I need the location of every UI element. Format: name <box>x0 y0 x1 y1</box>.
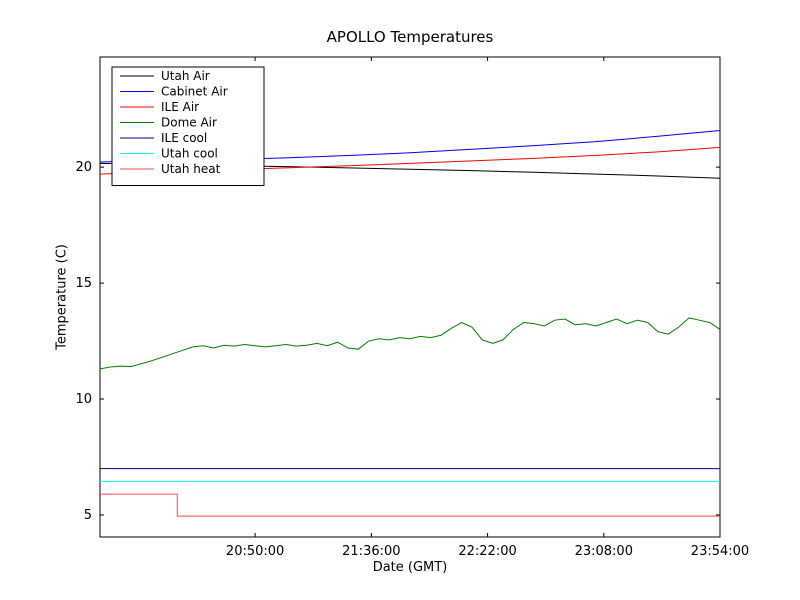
y-tick-label: 5 <box>84 508 92 523</box>
legend-label-ile-cool: ILE cool <box>161 131 207 145</box>
y-tick-label: 15 <box>75 276 92 291</box>
x-tick-label: 23:08:00 <box>575 544 633 559</box>
legend-label-cabinet-air: Cabinet Air <box>161 85 228 99</box>
y-axis-label: Temperature (C) <box>54 244 70 350</box>
chart-title: APOLLO Temperatures <box>326 28 494 46</box>
legend-label-utah-cool: Utah cool <box>161 147 218 161</box>
legend-label-utah-heat: Utah heat <box>161 162 221 176</box>
legend-label-ile-air: ILE Air <box>161 100 199 114</box>
x-tick-label: 20:50:00 <box>226 544 284 559</box>
plot-line-utah-heat <box>100 493 720 517</box>
legend-box <box>111 66 265 186</box>
x-tick-label: 23:54:00 <box>691 544 749 559</box>
x-tick-label: 21:36:00 <box>342 544 400 559</box>
x-tick-label: 22:22:00 <box>458 544 516 559</box>
axes-frame <box>99 56 721 538</box>
y-tick-label: 20 <box>75 160 92 175</box>
y-tick-label: 10 <box>75 392 92 407</box>
legend-label-dome-air: Dome Air <box>161 116 217 130</box>
x-axis-label: Date (GMT) <box>372 560 448 575</box>
legend-label-utah-air: Utah Air <box>161 69 210 83</box>
plot-line-dome-air <box>99 317 721 370</box>
